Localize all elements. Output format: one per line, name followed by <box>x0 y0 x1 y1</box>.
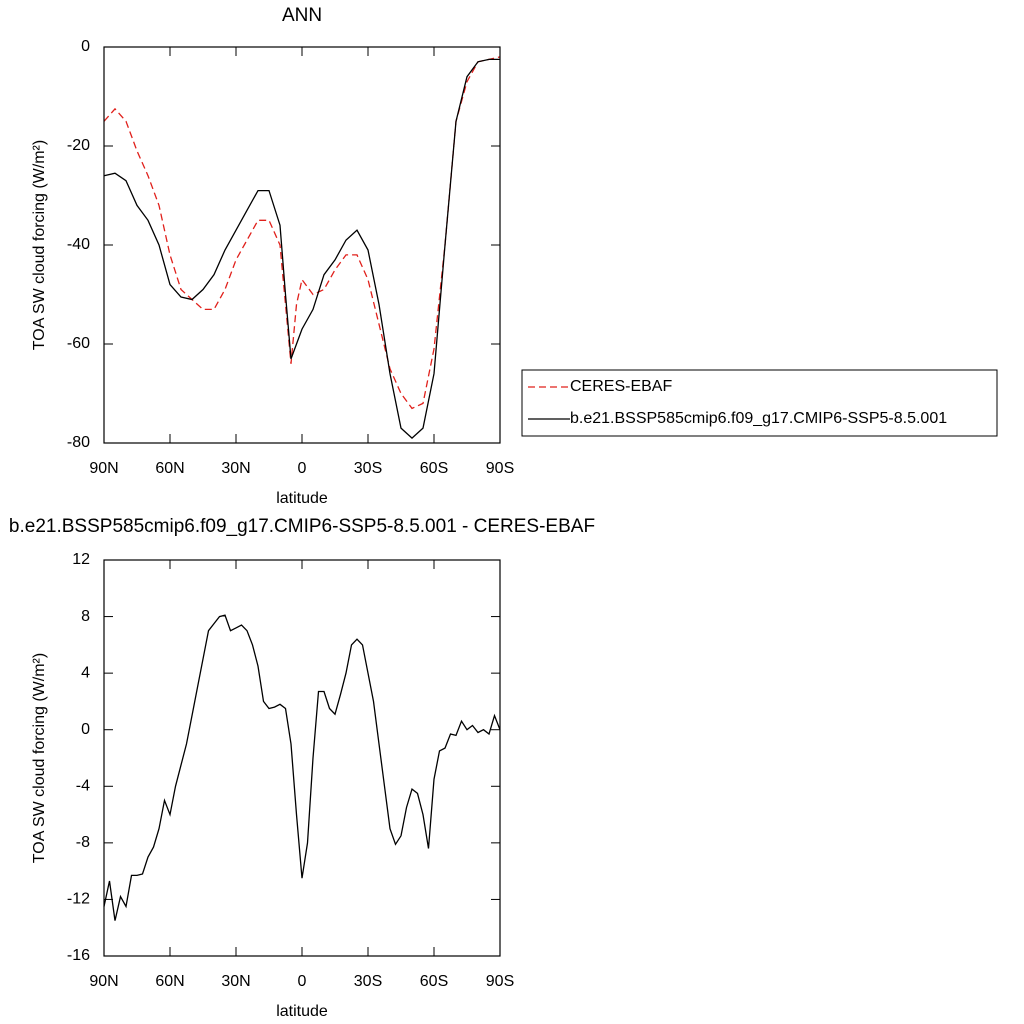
y-tick-label: -80 <box>67 434 90 451</box>
x-axis-label: latitude <box>276 1003 328 1020</box>
y-tick-label: 12 <box>72 551 90 568</box>
y-tick-label: -40 <box>67 236 90 253</box>
y-tick-label: -20 <box>67 137 90 154</box>
x-tick-label: 30S <box>354 973 382 990</box>
x-tick-label: 90S <box>486 460 514 477</box>
plot-frame <box>103 46 501 444</box>
y-axis-label: TOA SW cloud forcing (W/m²) <box>31 140 48 350</box>
x-tick-label: 60N <box>155 973 184 990</box>
data-line <box>103 58 500 439</box>
data-line <box>103 614 501 921</box>
y-tick-label: 8 <box>81 608 90 625</box>
legend-label: b.e21.BSSP585cmip6.f09_g17.CMIP6-SSP5-8.… <box>570 410 947 427</box>
x-tick-label: 30N <box>221 460 250 477</box>
y-axis-label: TOA SW cloud forcing (W/m²) <box>31 653 48 863</box>
x-tick-label: 90S <box>486 973 514 990</box>
x-tick-label: 90N <box>89 460 118 477</box>
x-axis-label: latitude <box>276 490 328 507</box>
y-tick-label: 0 <box>81 38 90 55</box>
plot-frame <box>103 559 501 957</box>
legend-label: CERES-EBAF <box>570 378 672 395</box>
x-tick-label: 0 <box>298 973 307 990</box>
x-tick-label: 0 <box>298 460 307 477</box>
y-tick-label: 0 <box>81 721 90 738</box>
x-tick-label: 30N <box>221 973 250 990</box>
x-tick-label: 60N <box>155 460 184 477</box>
x-tick-label: 60S <box>420 973 448 990</box>
y-tick-label: -8 <box>76 834 90 851</box>
x-tick-label: 30S <box>354 460 382 477</box>
y-tick-label: 4 <box>81 664 90 681</box>
x-tick-label: 90N <box>89 973 118 990</box>
y-tick-label: -12 <box>67 891 90 908</box>
data-line <box>103 56 501 410</box>
x-tick-label: 60S <box>420 460 448 477</box>
legend-box <box>521 369 998 437</box>
y-tick-label: -16 <box>67 947 90 964</box>
y-tick-label: -60 <box>67 335 90 352</box>
chart-title: b.e21.BSSP585cmip6.f09_g17.CMIP6-SSP5-8.… <box>9 516 595 537</box>
y-tick-label: -4 <box>76 778 90 795</box>
chart-title: ANN <box>282 5 322 26</box>
